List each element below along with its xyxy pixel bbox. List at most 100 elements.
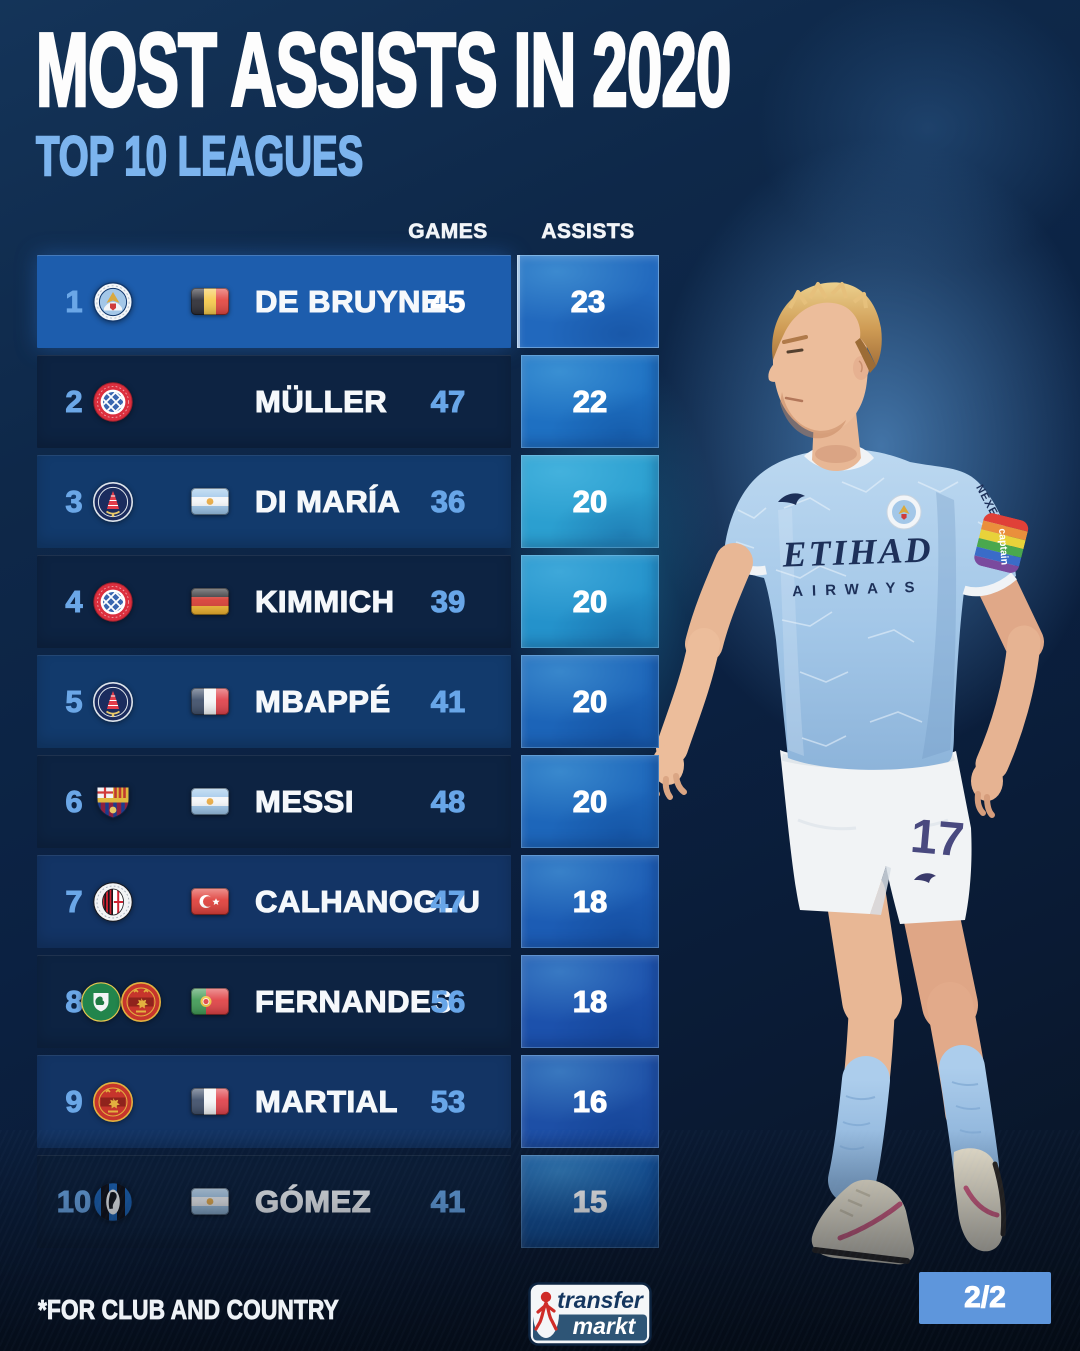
psg-logo-icon xyxy=(93,481,133,522)
player-name: KIMMICH xyxy=(254,583,395,619)
assists-cell: 23 xyxy=(517,255,659,348)
rank-label: 6 xyxy=(65,783,83,819)
page-subtitle: TOP 10 LEAGUES xyxy=(35,126,364,189)
player-name: FERNANDES xyxy=(254,983,453,1019)
games-value: 39 xyxy=(430,583,466,619)
player-name: MESSI xyxy=(254,783,354,819)
games-value: 56 xyxy=(430,983,466,1019)
assists-cell: 20 xyxy=(521,455,659,548)
country-flag-box xyxy=(191,855,229,948)
argentina-flag-icon xyxy=(191,1188,229,1215)
man-united-logo-icon xyxy=(93,1081,133,1122)
table-row: 10 GÓMEZ 41 15 xyxy=(37,1155,659,1248)
player-name: GÓMEZ xyxy=(254,1183,372,1219)
rank-label: 8 xyxy=(65,983,83,1019)
rank-label: 7 xyxy=(65,883,83,919)
games-value: 41 xyxy=(430,1183,466,1219)
club-logos xyxy=(93,555,133,648)
germany-flag-icon xyxy=(191,588,229,615)
row-band: 10 GÓMEZ 41 xyxy=(37,1155,511,1248)
rank-label: 9 xyxy=(65,1083,83,1119)
leaderboard-table: 1 DE BRUYNE 45 23 2 MÜLLER 47 22 xyxy=(37,255,659,1255)
club-logos xyxy=(81,955,161,1048)
assists-cell: 16 xyxy=(521,1055,659,1148)
assists-value: 18 xyxy=(572,983,608,1019)
assists-value: 20 xyxy=(572,683,608,719)
table-row: 3 DI MARÍA 36 20 xyxy=(37,455,659,548)
france-flag-icon xyxy=(191,688,229,715)
assists-value: 23 xyxy=(570,283,606,319)
footnote: *FOR CLUB AND COUNTRY xyxy=(38,1294,340,1326)
page-title: MOST ASSISTS IN 2020 xyxy=(35,11,732,129)
rank-label: 3 xyxy=(65,483,83,519)
assists-value: 22 xyxy=(572,383,608,419)
player-name: MARTIAL xyxy=(254,1083,398,1119)
bayern-munich-logo-icon xyxy=(93,381,133,422)
armband-label: captain xyxy=(996,528,1011,566)
games-value: 45 xyxy=(430,283,466,319)
table-row: 6 MESSI 48 20 xyxy=(37,755,659,848)
player-name: MÜLLER xyxy=(254,383,388,419)
assists-value: 20 xyxy=(572,583,608,619)
table-row: 5 MBAPPÉ 41 20 xyxy=(37,655,659,748)
player-name: CALHANOGLU xyxy=(254,883,481,919)
jersey-sponsor: ETIHAD xyxy=(781,529,933,574)
player-name: MBAPPÉ xyxy=(254,683,391,719)
runner-icon xyxy=(534,1291,558,1331)
jersey-sponsor-sub: AIRWAYS xyxy=(792,579,924,601)
player-name: DE BRUYNE xyxy=(254,283,443,319)
row-band: 1 DE BRUYNE 45 xyxy=(37,255,511,348)
belgium-flag-icon xyxy=(191,288,229,315)
row-band: 4 KIMMICH 39 xyxy=(37,555,511,648)
country-flag-box xyxy=(191,655,229,748)
assists-cell: 22 xyxy=(521,355,659,448)
row-band: 2 MÜLLER 47 xyxy=(37,355,511,448)
turkey-flag-icon xyxy=(191,888,229,915)
bayern-munich-logo-icon xyxy=(93,581,133,622)
sporting-cp-logo-icon xyxy=(81,981,121,1022)
rank-label: 1 xyxy=(65,283,83,319)
row-band: 3 DI MARÍA 36 xyxy=(37,455,511,548)
assists-value: 15 xyxy=(572,1183,608,1219)
assists-cell: 18 xyxy=(521,855,659,948)
club-logos xyxy=(93,755,133,848)
club-logos xyxy=(93,1155,133,1248)
assists-cell: 20 xyxy=(521,655,659,748)
player-photo: 17 ETIHAD AIRWAYS xyxy=(651,282,1044,1265)
row-band: 9 MARTIAL 53 xyxy=(37,1055,511,1148)
club-logos xyxy=(93,355,133,448)
table-row: 4 KIMMICH 39 20 xyxy=(37,555,659,648)
assists-value: 20 xyxy=(572,483,608,519)
rank-label: 4 xyxy=(65,583,83,619)
games-value: 47 xyxy=(430,383,466,419)
atalanta-logo-icon xyxy=(93,1181,133,1222)
player-name: DI MARÍA xyxy=(254,483,401,519)
country-flag-box xyxy=(191,1055,229,1148)
portugal-flag-icon xyxy=(191,988,229,1015)
column-header-assists: ASSISTS xyxy=(541,220,635,244)
country-flag-box xyxy=(191,955,229,1048)
table-row: 1 DE BRUYNE 45 23 xyxy=(37,255,659,348)
assists-value: 16 xyxy=(572,1083,608,1119)
argentina-flag-icon xyxy=(191,788,229,815)
argentina-flag-icon xyxy=(191,488,229,515)
table-row: 8 FERNANDES 56 18 xyxy=(37,955,659,1048)
assists-cell: 20 xyxy=(521,755,659,848)
rainbow-captain-armband: captain xyxy=(972,511,1031,575)
puma-logo-icon xyxy=(778,493,805,505)
country-flag-box xyxy=(191,255,229,348)
games-value: 36 xyxy=(430,483,466,519)
country-flag-box xyxy=(191,755,229,848)
country-flag-box xyxy=(191,455,229,548)
club-logos xyxy=(93,655,133,748)
country-flag-box xyxy=(191,555,229,648)
club-logos xyxy=(93,855,133,948)
barcelona-logo-icon xyxy=(93,782,133,822)
club-logos xyxy=(93,1055,133,1148)
brand-word-bottom: markt xyxy=(573,1313,637,1339)
assists-cell: 18 xyxy=(521,955,659,1048)
assists-cell: 20 xyxy=(521,555,659,648)
rank-label: 5 xyxy=(65,683,83,719)
row-band: 6 MESSI 48 xyxy=(37,755,511,848)
assists-value: 20 xyxy=(572,783,608,819)
